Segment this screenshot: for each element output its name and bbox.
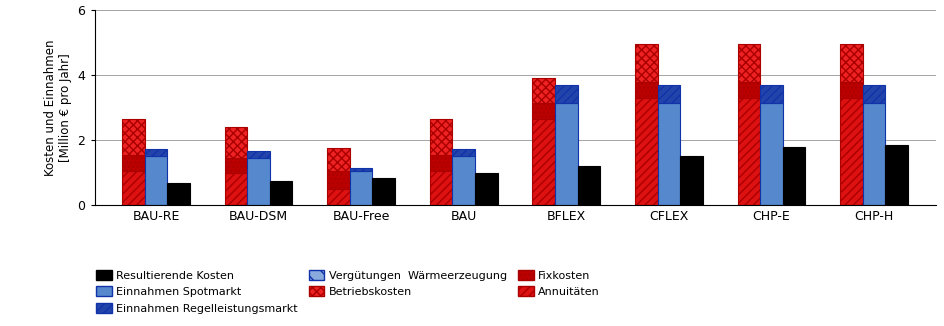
Bar [144,149,167,156]
Bar [349,168,372,171]
Bar [225,127,247,158]
Bar [782,147,804,205]
Bar [372,178,395,205]
Y-axis label: Kosten und Einnahmen
[Million € pro Jahr]: Kosten und Einnahmen [Million € pro Jahr… [43,39,72,176]
Bar [554,103,577,205]
Bar [737,44,759,82]
Bar [327,189,349,205]
Bar [759,103,782,205]
Bar [430,119,452,155]
Bar [737,82,759,98]
Bar [247,158,270,205]
Bar [531,119,554,205]
Bar [531,103,554,119]
Bar [167,183,190,205]
Bar [634,44,657,82]
Bar [452,149,475,156]
Bar [144,156,167,205]
Bar [327,171,349,189]
Bar [577,166,599,205]
Bar [680,156,702,205]
Bar [122,119,144,155]
Bar [327,148,349,171]
Bar [839,98,862,205]
Bar [270,181,292,205]
Bar [634,98,657,205]
Bar [475,173,497,205]
Bar [225,173,247,205]
Bar [247,151,270,158]
Bar [122,171,144,205]
Bar [634,82,657,98]
Bar [349,171,372,205]
Bar [452,156,475,205]
Bar [839,82,862,98]
Bar [225,158,247,173]
Bar [759,85,782,103]
Bar [657,85,680,103]
Bar [531,78,554,103]
Bar [122,155,144,171]
Bar [554,85,577,103]
Bar [862,103,885,205]
Legend: Resultierende Kosten, Einnahmen Spotmarkt, Einnahmen Regelleistungsmarkt, Vergüt: Resultierende Kosten, Einnahmen Spotmark… [92,266,603,318]
Bar [657,103,680,205]
Bar [862,85,885,103]
Bar [430,171,452,205]
Bar [430,155,452,171]
Bar [839,44,862,82]
Bar [885,145,907,205]
Bar [737,98,759,205]
